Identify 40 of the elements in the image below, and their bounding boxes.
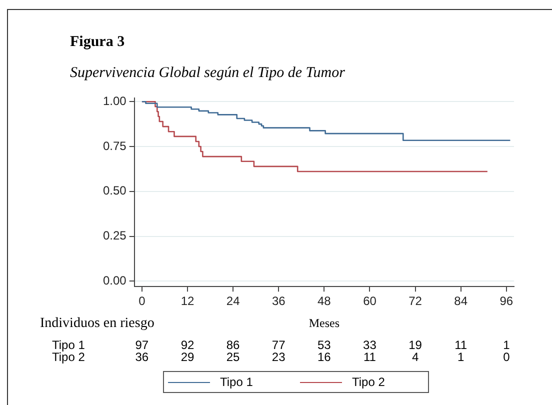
text: 86 [226, 338, 240, 352]
chart-subtitle: Supervivencia Global según el Tipo de Tumor [70, 65, 345, 82]
text: 33 [363, 338, 376, 352]
x-tick-label: 0 [138, 294, 146, 308]
text: 97 [135, 338, 149, 352]
text: 11 [364, 350, 376, 364]
chart-title: Figura 3 [70, 34, 125, 51]
text: 1 [503, 338, 510, 352]
x-tick-label: 48 [318, 294, 332, 308]
x-tick-label: 24 [226, 294, 240, 308]
text: 1 [458, 350, 464, 364]
y-tick-label: 0.75 [102, 138, 127, 153]
y-tick-label: 0.50 [102, 184, 127, 198]
text: 19 [408, 338, 422, 352]
text: 0 [503, 350, 510, 364]
text: 16 [317, 350, 331, 364]
x-tick-label: 36 [272, 294, 286, 308]
text: 25 [226, 350, 240, 364]
x-tick-label: 84 [454, 294, 468, 308]
x-tick-label: 60 [363, 294, 377, 308]
x-axis-title: Meses [308, 316, 340, 331]
text: 11 [454, 338, 468, 352]
text: 53 [317, 338, 331, 352]
y-tick-label: 0.25 [102, 228, 127, 243]
x-tick-label: 96 [500, 294, 514, 308]
text: 77 [272, 338, 286, 352]
legend-label: Tipo 1 [220, 375, 253, 389]
text: Individuos en riesgo [40, 316, 154, 332]
text: 23 [272, 350, 286, 364]
text: 29 [180, 350, 194, 364]
y-tick-label: 1.00 [102, 94, 127, 108]
x-tick-label: 12 [180, 294, 194, 308]
text: 92 [180, 338, 194, 352]
text: 36 [135, 350, 149, 364]
y-tick-label: 0.00 [102, 274, 127, 288]
text: 4 [412, 350, 419, 364]
text: Tipo 2 [52, 350, 85, 364]
legend-label: Tipo 2 [352, 375, 385, 389]
x-tick-label: 72 [408, 294, 422, 308]
text: Tipo 1 [52, 338, 85, 352]
